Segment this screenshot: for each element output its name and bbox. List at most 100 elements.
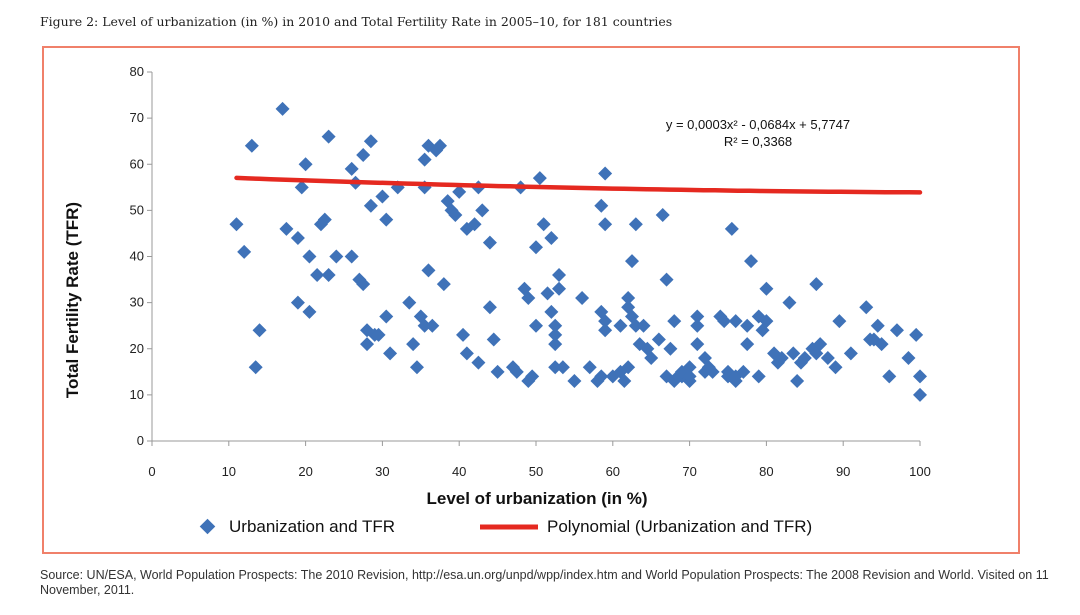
data-point [913,369,927,384]
data-point [651,332,666,347]
data-point [279,221,294,236]
data-point [774,350,789,365]
source-note: Source: UN/ESA, World Population Prospec… [40,568,1049,597]
data-point [690,309,705,324]
data-point [486,332,501,347]
data-point [724,221,739,236]
data-point [379,212,394,227]
r-squared-label: R² = 0,3368 [724,134,792,149]
data-point [548,327,563,342]
data-point [290,231,305,246]
x-tick-label: 70 [682,464,696,479]
data-point [356,148,371,163]
data-point [482,300,497,315]
data-point [509,364,524,379]
data-point [555,360,570,375]
data-point [913,387,927,402]
data-point [813,337,828,352]
y-tick-label: 60 [130,156,144,171]
data-point [690,318,705,333]
data-point [882,369,897,384]
data-point [663,341,678,356]
data-point [252,323,267,338]
data-point [544,304,559,319]
data-point [356,277,371,292]
data-point [456,327,471,342]
data-points [229,101,927,402]
data-point [540,286,555,301]
data-point [525,369,540,384]
data-point [294,180,309,195]
data-point [625,254,639,269]
data-point [363,134,378,149]
x-tick-label: 0 [148,464,155,479]
data-point [594,369,609,384]
data-point [548,360,563,375]
y-tick-label: 70 [130,110,144,125]
data-point [452,184,467,199]
data-point [302,304,317,319]
y-tick-label: 50 [130,202,144,217]
x-tick-label: 60 [606,464,620,479]
data-point [728,314,743,329]
data-point [433,138,447,153]
data-point [482,235,497,250]
x-tick-label: 90 [836,464,850,479]
data-point [406,337,421,352]
y-tick-label: 80 [130,64,144,79]
data-point [417,318,432,333]
x-tick-label: 20 [298,464,312,479]
y-tick-label: 30 [130,295,144,310]
data-point [621,360,636,375]
data-point [310,267,325,282]
data-point [229,217,244,232]
data-point [298,157,313,172]
data-point [598,217,613,232]
data-point [690,337,705,352]
data-point [552,267,567,282]
x-tick-label: 30 [375,464,389,479]
x-tick-label: 50 [529,464,543,479]
x-tick-label: 100 [909,464,931,479]
data-point [248,360,263,375]
x-axis-label: Level of urbanization (in %) [426,489,647,508]
data-point [782,295,797,310]
data-point [379,309,394,324]
data-point [475,203,490,218]
data-point [532,171,547,186]
data-point [790,374,805,389]
data-point [459,346,474,361]
data-point [751,369,766,384]
data-point [237,244,252,259]
data-point [740,318,755,333]
data-point [344,249,359,264]
y-axis-label: Total Fertility Rate (TFR) [63,202,82,398]
data-point [786,346,801,361]
data-point [329,249,344,264]
data-point [344,161,359,176]
data-point [567,374,582,389]
data-point [759,314,774,329]
data-point [744,254,759,269]
data-point [598,314,613,329]
data-point [421,263,436,278]
data-point [471,355,486,370]
data-point [521,291,536,306]
axes: 0 10 20 30 40 50 60 70 80 0 10 20 30 40 50 60 70 80 90 100 [130,64,931,479]
data-point [740,337,755,352]
data-point [901,350,916,365]
data-point [874,337,889,352]
data-point [383,346,398,361]
data-point [402,295,417,310]
data-point [797,350,812,365]
data-point [529,318,543,333]
data-point [425,318,440,333]
data-point [317,212,332,227]
data-point [582,360,597,375]
data-point [909,327,924,342]
data-point [448,207,463,222]
data-point [705,364,720,379]
data-point [859,300,874,315]
legend: Urbanization and TFR Polynomial (Urbaniz… [199,517,812,536]
data-point [467,217,482,232]
